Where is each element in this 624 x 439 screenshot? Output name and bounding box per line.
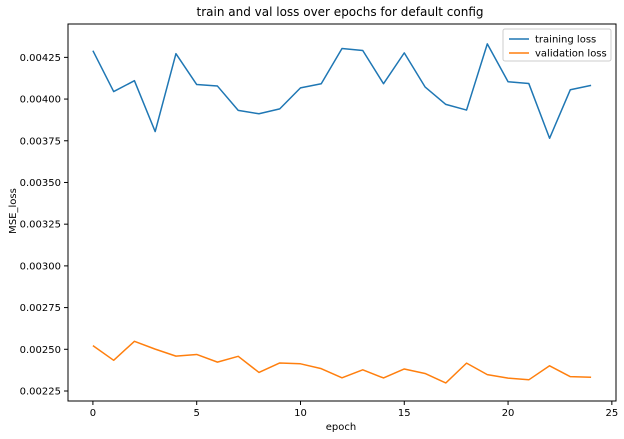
chart-title: train and val loss over epochs for defau… xyxy=(197,5,484,19)
y-tick-label: 0.00250 xyxy=(20,345,61,356)
x-tick-label: 20 xyxy=(502,408,515,419)
y-tick-label: 0.00425 xyxy=(20,53,61,64)
y-tick-label: 0.00400 xyxy=(20,95,61,106)
x-tick-label: 5 xyxy=(194,408,200,419)
legend-box xyxy=(502,28,612,62)
x-tick-label: 10 xyxy=(294,408,307,419)
x-axis: 0 5 10 15 20 25 xyxy=(90,401,618,419)
plot-frame xyxy=(67,23,617,402)
x-tick-label: 0 xyxy=(90,408,96,419)
legend-label: training loss xyxy=(535,35,596,46)
x-axis-label: epoch xyxy=(326,422,356,433)
validation-loss-line xyxy=(92,340,592,384)
training-loss-line xyxy=(92,43,592,140)
legend-label: validation loss xyxy=(535,49,607,60)
y-axis-label: MSE_loss xyxy=(8,188,19,234)
y-tick-label: 0.00300 xyxy=(20,261,61,272)
y-tick-label: 0.00375 xyxy=(20,136,61,147)
y-tick-label: 0.00350 xyxy=(20,178,61,189)
y-tick-label: 0.00225 xyxy=(20,386,61,397)
y-tick-label: 0.00275 xyxy=(20,303,61,314)
legend: training loss validation loss xyxy=(502,28,612,62)
x-tick-label: 15 xyxy=(398,408,411,419)
y-tick-label: 0.00325 xyxy=(20,220,61,231)
x-tick-label: 25 xyxy=(605,408,618,419)
y-axis: 0.00225 0.00250 0.00275 0.00300 0.00325 0.003… xyxy=(20,53,68,397)
series-group xyxy=(92,43,592,384)
